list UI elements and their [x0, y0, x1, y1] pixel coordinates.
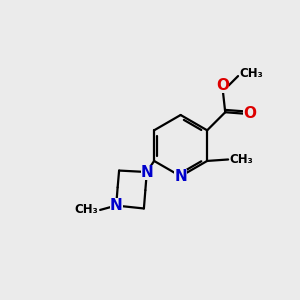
Text: CH₃: CH₃: [230, 153, 254, 166]
Text: N: N: [174, 169, 187, 184]
Text: CH₃: CH₃: [239, 67, 263, 80]
Text: O: O: [243, 106, 256, 121]
Text: N: N: [110, 198, 123, 213]
Text: O: O: [216, 79, 230, 94]
Text: CH₃: CH₃: [74, 203, 98, 216]
Text: N: N: [141, 164, 154, 179]
